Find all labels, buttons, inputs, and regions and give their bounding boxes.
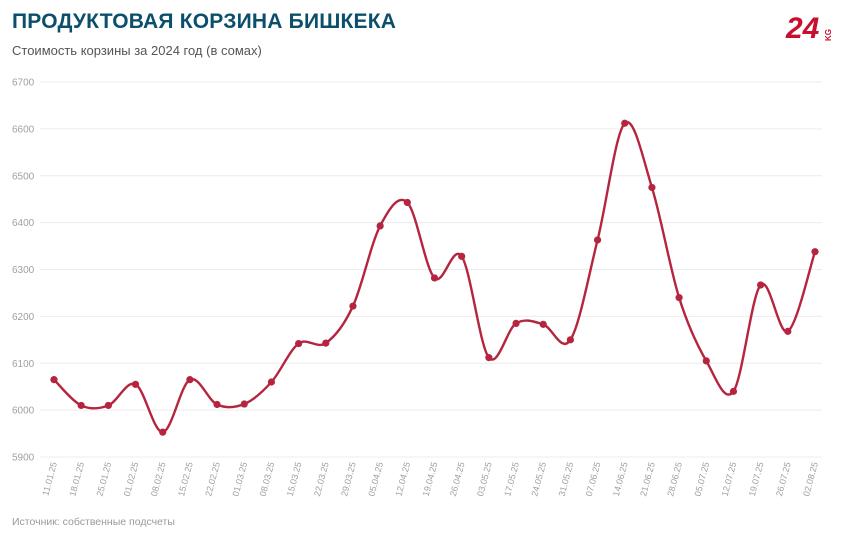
data-point (621, 119, 629, 127)
y-tick-label: 6700 (12, 78, 35, 89)
y-tick-label: 6300 (12, 265, 35, 276)
x-tick-label: 08.03.25 (258, 461, 277, 497)
data-point (811, 248, 819, 256)
x-tick-label: 05.07.25 (692, 461, 711, 497)
x-tick-label: 22.02.25 (203, 461, 222, 497)
x-tick-label: 01.03.25 (230, 461, 249, 497)
logo-small-text: KG (824, 29, 833, 41)
y-tick-label: 6500 (12, 171, 35, 182)
data-point (784, 327, 792, 335)
x-tick-label: 28.06.25 (665, 461, 684, 497)
data-point (77, 401, 85, 410)
x-tick-label: 25.01.25 (95, 461, 114, 497)
data-point (485, 354, 493, 362)
brand-logo: 24 KG (785, 12, 833, 44)
y-tick-label: 6100 (12, 359, 35, 370)
data-point (240, 400, 248, 408)
data-point (512, 319, 520, 328)
data-point (50, 376, 58, 384)
data-point (539, 320, 547, 328)
data-point (186, 376, 194, 384)
data-point (458, 252, 466, 260)
x-tick-label: 26.04.25 (448, 461, 467, 497)
y-tick-label: 6400 (12, 218, 35, 229)
y-tick-label: 5900 (12, 453, 35, 464)
x-tick-label: 17.05.25 (502, 461, 521, 497)
chart-title: ПРОДУКТОВАЯ КОРЗИНА БИШКЕКА (12, 10, 397, 33)
x-tick-label: 12.07.25 (720, 461, 739, 497)
data-point (403, 198, 411, 207)
x-tick-label: 11.01.25 (40, 461, 59, 497)
y-tick-label: 6600 (12, 124, 35, 135)
x-tick-label: 18.01.25 (67, 461, 86, 497)
x-tick-label: 14.06.25 (611, 461, 630, 497)
x-tick-label: 01.02.25 (122, 461, 141, 497)
chart-subtitle: Стоимость корзины за 2024 год (в сомах) (12, 43, 262, 58)
data-point (593, 236, 602, 244)
data-point (349, 302, 357, 310)
x-tick-label: 03.05.25 (475, 461, 494, 497)
x-tick-label: 29.03.25 (339, 461, 358, 497)
data-point (675, 294, 683, 302)
data-point (213, 400, 221, 409)
data-point (648, 183, 656, 192)
source-note: Источник: собственные подсчеты (12, 516, 175, 528)
x-tick-label: 15.03.25 (285, 461, 304, 497)
x-tick-label: 19.04.25 (421, 461, 440, 497)
data-point (702, 357, 710, 365)
x-tick-label: 31.05.25 (557, 461, 576, 497)
data-point (267, 378, 276, 386)
x-tick-label: 26.07.25 (774, 461, 793, 497)
x-tick-label: 24.05.25 (529, 461, 548, 497)
data-point (295, 339, 303, 348)
x-tick-label: 07.06.25 (584, 461, 603, 497)
data-point (322, 339, 330, 347)
y-tick-label: 6000 (12, 406, 35, 417)
y-tick-label: 6200 (12, 312, 35, 323)
x-tick-label: 21.06.25 (638, 461, 657, 497)
x-tick-label: 15.02.25 (176, 461, 195, 497)
x-tick-label: 08.02.25 (149, 461, 168, 497)
data-point (376, 222, 384, 230)
x-tick-label: 02.08.25 (801, 461, 820, 497)
logo-text: 24 (785, 12, 820, 44)
x-tick-label: 22.03.25 (312, 461, 331, 497)
x-tick-label: 05.04.25 (366, 461, 385, 497)
data-point (757, 281, 765, 289)
x-tick-label: 12.04.25 (394, 461, 413, 497)
data-point (729, 387, 738, 395)
data-point (159, 428, 167, 436)
data-point (131, 380, 140, 388)
x-tick-label: 19.07.25 (747, 461, 766, 497)
data-point (104, 401, 112, 410)
data-point (566, 336, 574, 344)
data-point (430, 274, 439, 282)
